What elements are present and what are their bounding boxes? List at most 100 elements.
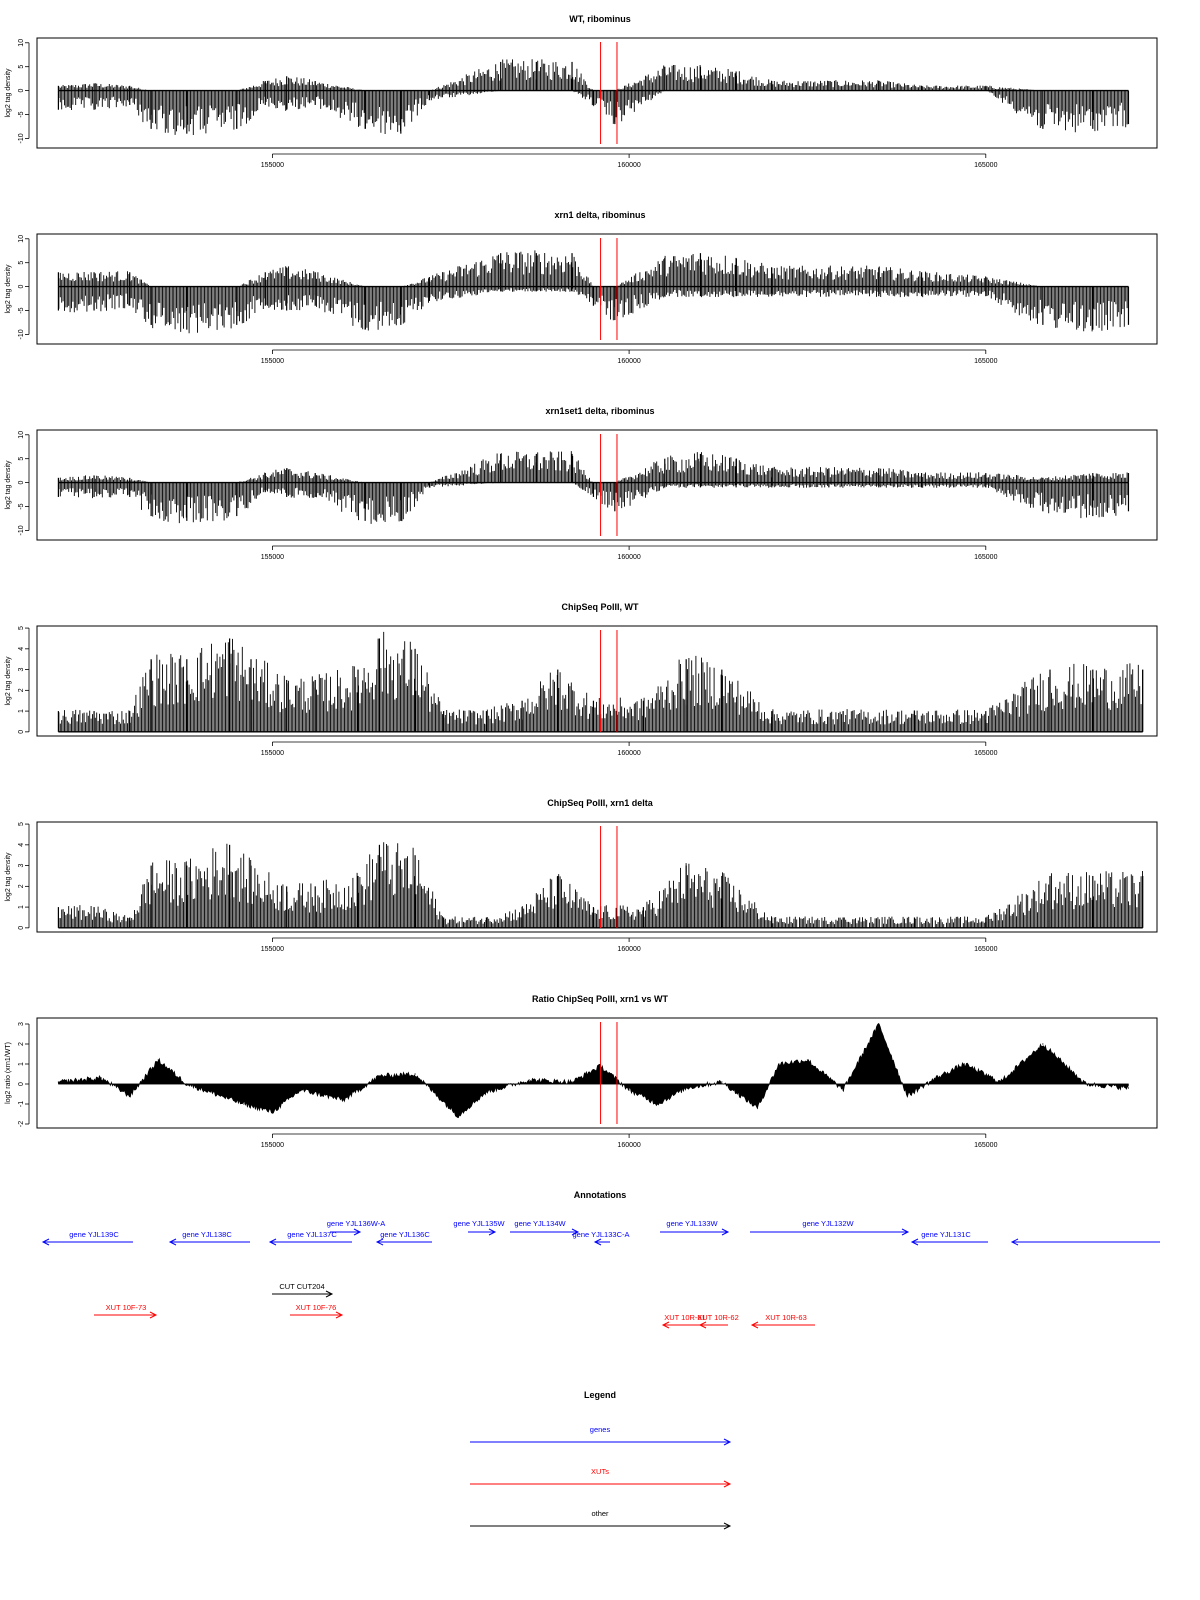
ratio-point bbox=[528, 1079, 530, 1081]
plot-frame bbox=[36, 1017, 1158, 1129]
x-tick-label: 160000 bbox=[617, 1142, 640, 1149]
ratio-point bbox=[57, 1081, 60, 1083]
legend-item-arrowhead bbox=[723, 1438, 732, 1446]
x-tick-label: 155000 bbox=[261, 162, 284, 169]
xut-label: XUT 10R-63 bbox=[765, 1313, 807, 1322]
y-tick-label: 1 bbox=[18, 709, 25, 713]
gene-arrow-arrowhead bbox=[721, 1228, 730, 1236]
y-tick-label: 0 bbox=[18, 89, 25, 93]
chart-panel-6: Ratio ChipSeq PolII, xrn1 vs WT -2 -1 0 1 2 3 l… bbox=[5, 994, 1158, 1149]
xut-arrow-arrowhead bbox=[335, 1311, 344, 1319]
ratio-point bbox=[806, 1059, 809, 1061]
x-tick-label: 165000 bbox=[974, 946, 997, 953]
ratio-point bbox=[300, 1089, 302, 1091]
gene-label: gene YJL138C bbox=[182, 1230, 232, 1239]
gene-label: gene YJL139C bbox=[69, 1230, 119, 1239]
y-axis-label: log2 tag density bbox=[5, 264, 12, 314]
y-tick-label: 0 bbox=[18, 481, 25, 485]
ratio-point bbox=[457, 1115, 459, 1117]
xut-label: XUT 10R-61 bbox=[664, 1313, 706, 1322]
gene-label: gene YJL132W bbox=[802, 1219, 854, 1228]
xut-arrow-arrowhead bbox=[750, 1321, 759, 1329]
legend-item-label: other bbox=[591, 1509, 609, 1518]
x-tick-label: 155000 bbox=[261, 946, 284, 953]
y-tick-label: -5 bbox=[18, 503, 25, 509]
ratio-point bbox=[571, 1081, 573, 1083]
x-tick-label: 160000 bbox=[617, 554, 640, 561]
other-label: CUT CUT204 bbox=[279, 1282, 324, 1291]
y-tick-label: 10 bbox=[18, 235, 25, 243]
gene-arrow-arrowhead bbox=[268, 1238, 277, 1246]
xut-arrow-arrowhead bbox=[149, 1311, 158, 1319]
chart-title: xrn1 delta, ribominus bbox=[554, 210, 645, 220]
y-tick-label: 10 bbox=[18, 39, 25, 47]
y-axis-label: log2 tag density bbox=[5, 852, 12, 902]
ratio-point bbox=[906, 1095, 908, 1097]
y-tick-label: 4 bbox=[18, 647, 25, 651]
ratio-point bbox=[999, 1081, 1001, 1083]
xut-arrow-arrowhead bbox=[661, 1321, 670, 1329]
gene-label: gene YJL137C bbox=[287, 1230, 337, 1239]
ratio-point bbox=[271, 1111, 274, 1113]
plot-frame bbox=[36, 429, 1158, 541]
gene-arrow-arrowhead bbox=[375, 1238, 384, 1246]
y-tick-label: -10 bbox=[18, 133, 25, 143]
y-axis-label: log2 tag density bbox=[5, 68, 12, 118]
ratio-point bbox=[157, 1059, 159, 1061]
ratio-point bbox=[878, 1023, 880, 1025]
xut-arrow-arrowhead bbox=[698, 1321, 707, 1329]
ratio-point bbox=[378, 1075, 381, 1077]
y-tick-label: 5 bbox=[18, 822, 25, 826]
chart-title: WT, ribominus bbox=[569, 14, 631, 24]
y-tick-label: 1 bbox=[18, 1062, 25, 1066]
y-tick-label: 2 bbox=[18, 1042, 25, 1046]
ratio-point bbox=[1085, 1083, 1087, 1085]
y-tick-label: 3 bbox=[18, 668, 25, 672]
ratio-point bbox=[756, 1107, 759, 1109]
gene-arrow-arrowhead bbox=[41, 1238, 50, 1246]
legend-item-arrowhead bbox=[723, 1522, 732, 1530]
x-tick-label: 155000 bbox=[261, 750, 284, 757]
y-tick-label: 10 bbox=[18, 431, 25, 439]
gene-label: gene YJL136C bbox=[380, 1230, 430, 1239]
ratio-point bbox=[778, 1063, 780, 1065]
chart-panel-3: xrn1set1 delta, ribominus -10 -5 0 5 10 log2 t… bbox=[5, 406, 1158, 561]
other-arrow-arrowhead bbox=[325, 1290, 334, 1298]
ratio-point bbox=[414, 1073, 416, 1075]
ratio-point bbox=[685, 1087, 687, 1089]
gene-arrow-arrowhead bbox=[168, 1238, 177, 1246]
y-tick-label: 5 bbox=[18, 626, 25, 630]
ratio-point bbox=[963, 1063, 965, 1065]
y-tick-label: 3 bbox=[18, 864, 25, 868]
ratio-point bbox=[657, 1103, 659, 1105]
legend-panel: Legend genes XUTs other bbox=[470, 1390, 732, 1530]
annotations-panel: Annotations gene YJL139C gene YJL138C gene … bbox=[41, 1190, 1160, 1329]
x-tick-label: 160000 bbox=[617, 162, 640, 169]
chart-panel-1: WT, ribominus -10 -5 0 5 10 log2 tag density 15… bbox=[5, 14, 1158, 169]
ratio-point bbox=[100, 1077, 102, 1079]
y-tick-label: 5 bbox=[18, 65, 25, 69]
y-tick-label: 3 bbox=[18, 1022, 25, 1026]
chart-panel-4: ChipSeq PolII, WT 0 1 2 3 4 5 log2 tag density 1… bbox=[5, 602, 1158, 757]
chart-title: Ratio ChipSeq PolII, xrn1 vs WT bbox=[532, 994, 669, 1004]
y-axis-label: log2 tag density bbox=[5, 460, 12, 510]
gene-arrow-arrowhead bbox=[571, 1228, 580, 1236]
legend-title: Legend bbox=[584, 1390, 616, 1400]
ratio-point bbox=[628, 1089, 630, 1091]
ratio-point bbox=[935, 1077, 937, 1079]
bar-series-1 bbox=[58, 451, 1128, 483]
chart-title: ChipSeq PolII, xrn1 delta bbox=[547, 798, 654, 808]
gene-label: gene YJL136W-A bbox=[327, 1219, 386, 1228]
y-tick-label: -1 bbox=[18, 1101, 25, 1107]
legend-item-label: XUTs bbox=[591, 1467, 609, 1476]
y-tick-label: -5 bbox=[18, 111, 25, 117]
x-tick-label: 165000 bbox=[974, 162, 997, 169]
x-tick-label: 165000 bbox=[974, 1142, 997, 1149]
ratio-point bbox=[243, 1103, 245, 1105]
y-tick-label: 4 bbox=[18, 843, 25, 847]
x-tick-label: 155000 bbox=[261, 358, 284, 365]
gene-arrow-arrowhead bbox=[488, 1228, 497, 1236]
x-tick-label: 165000 bbox=[974, 554, 997, 561]
xut-label: XUT 10R-62 bbox=[697, 1313, 739, 1322]
